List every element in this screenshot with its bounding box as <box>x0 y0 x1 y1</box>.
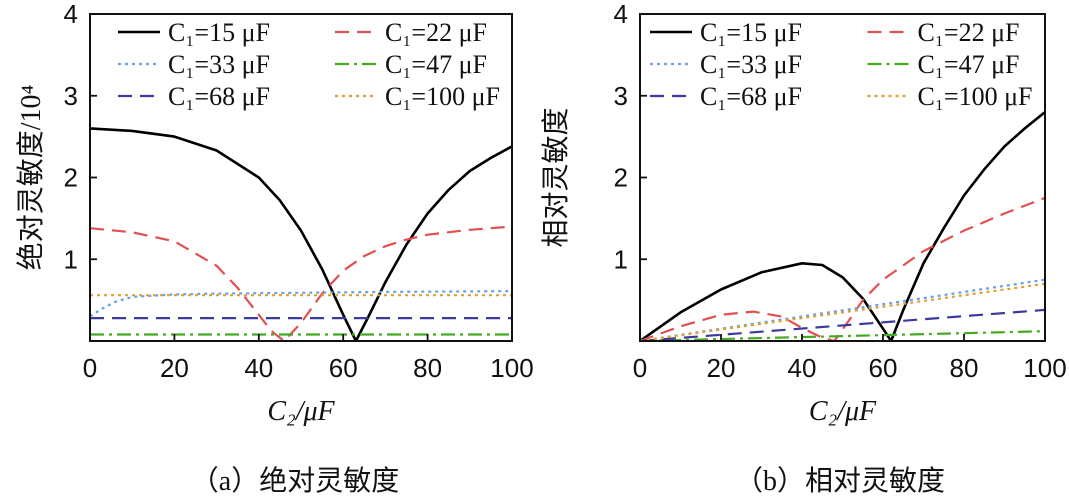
legend-entry-5: C₁=68 μF <box>168 82 270 111</box>
y-tick-label: 1 <box>64 244 78 274</box>
x-axis-label: C₂/μF <box>809 396 877 427</box>
y-tick-label: 4 <box>64 0 78 29</box>
legend-entry-1: C₁=15 μF <box>700 18 802 47</box>
series-line-3 <box>640 278 1045 341</box>
legend-entry-3: C₁=33 μF <box>168 50 270 79</box>
x-tick-label: 80 <box>950 353 979 383</box>
series-line-6 <box>640 282 1045 341</box>
series-line-1 <box>640 111 1045 341</box>
y-tick-label: 2 <box>614 163 628 193</box>
legend-entry-3: C₁=33 μF <box>700 50 802 79</box>
series-line-1 <box>90 127 512 341</box>
series-line-2 <box>90 225 512 341</box>
series-line-2 <box>640 196 1045 341</box>
legend-entry-1: C₁=15 μF <box>168 18 270 47</box>
x-tick-label: 60 <box>329 353 358 383</box>
series-line-4 <box>640 330 1045 341</box>
series-group <box>640 111 1045 341</box>
legend: C₁=15 μF C₁=22 μF C₁=33 μF C₁=47 μF C₁=68 μF… <box>650 18 1032 111</box>
x-tick-label: 100 <box>1023 353 1066 383</box>
legend-entry-6: C₁=100 μF <box>918 82 1033 111</box>
series-group <box>90 127 512 341</box>
panel-caption: （a）绝对灵敏度 <box>191 465 399 497</box>
legend-entry-2: C₁=22 μF <box>918 18 1020 47</box>
y-axis-label: 相对灵敏度 <box>540 107 572 247</box>
chart-panel-b: 0 20 40 60 80 100 1 2 3 4 C₂/μF 相对灵敏度 C₁=15 μF C₁=22 … <box>540 0 1067 497</box>
x-tick-label: 40 <box>244 353 273 383</box>
legend: C₁=15 μF C₁=22 μF C₁=33 μF C₁=47 μF C₁=68 μF… <box>118 18 500 111</box>
y-tick-label: 3 <box>614 81 628 111</box>
y-tick-label: 4 <box>614 0 628 29</box>
x-tick-label: 0 <box>633 353 647 383</box>
x-tick-label: 100 <box>490 353 533 383</box>
x-tick-label: 0 <box>83 353 97 383</box>
x-tick-label: 80 <box>413 353 442 383</box>
legend-entry-6: C₁=100 μF <box>385 82 500 111</box>
legend-entry-5: C₁=68 μF <box>700 82 802 111</box>
x-tick-label: 40 <box>788 353 817 383</box>
y-tick-label: 3 <box>64 81 78 111</box>
x-axis-label: C₂/μF <box>267 396 335 427</box>
x-tick-label: 20 <box>160 353 189 383</box>
legend-entry-2: C₁=22 μF <box>385 18 487 47</box>
y-tick-label: 1 <box>614 244 628 274</box>
panel-caption: （b）相对灵敏度 <box>735 465 945 497</box>
series-line-5 <box>640 308 1045 341</box>
y-tick-label: 2 <box>64 163 78 193</box>
legend-entry-4: C₁=47 μF <box>385 50 487 79</box>
y-axis-label: 绝对灵敏度/10⁴ <box>15 85 47 271</box>
x-tick-label: 60 <box>869 353 898 383</box>
x-tick-label: 20 <box>707 353 736 383</box>
legend-entry-4: C₁=47 μF <box>918 50 1020 79</box>
